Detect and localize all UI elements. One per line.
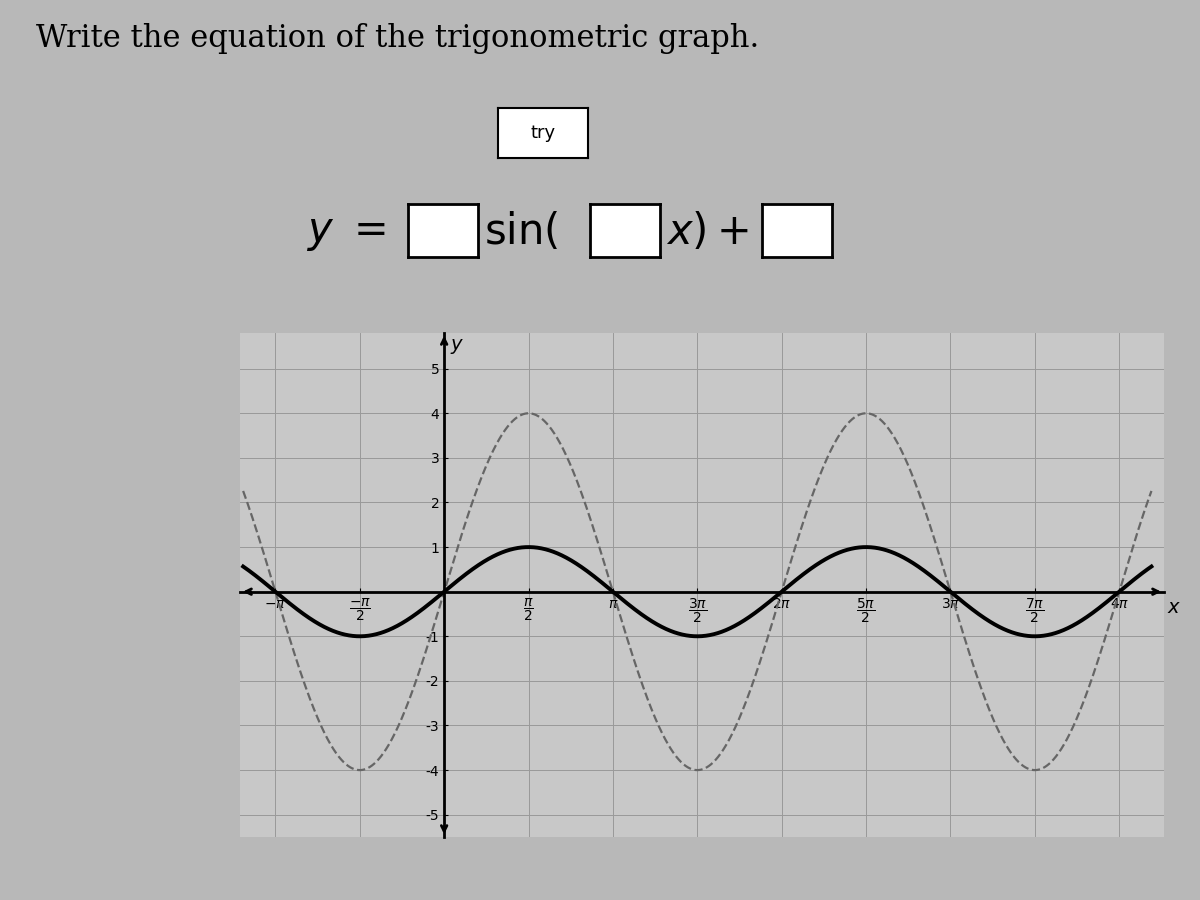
Text: $\mathrm{sin}($: $\mathrm{sin}($	[484, 212, 558, 253]
Text: $x) +$: $x) +$	[666, 212, 749, 253]
Text: $x$: $x$	[1166, 598, 1181, 616]
Text: Write the equation of the trigonometric graph.: Write the equation of the trigonometric …	[36, 22, 760, 53]
Text: $y\ =$: $y\ =$	[306, 212, 385, 253]
Text: $y$: $y$	[450, 338, 464, 356]
Text: try: try	[530, 123, 556, 141]
